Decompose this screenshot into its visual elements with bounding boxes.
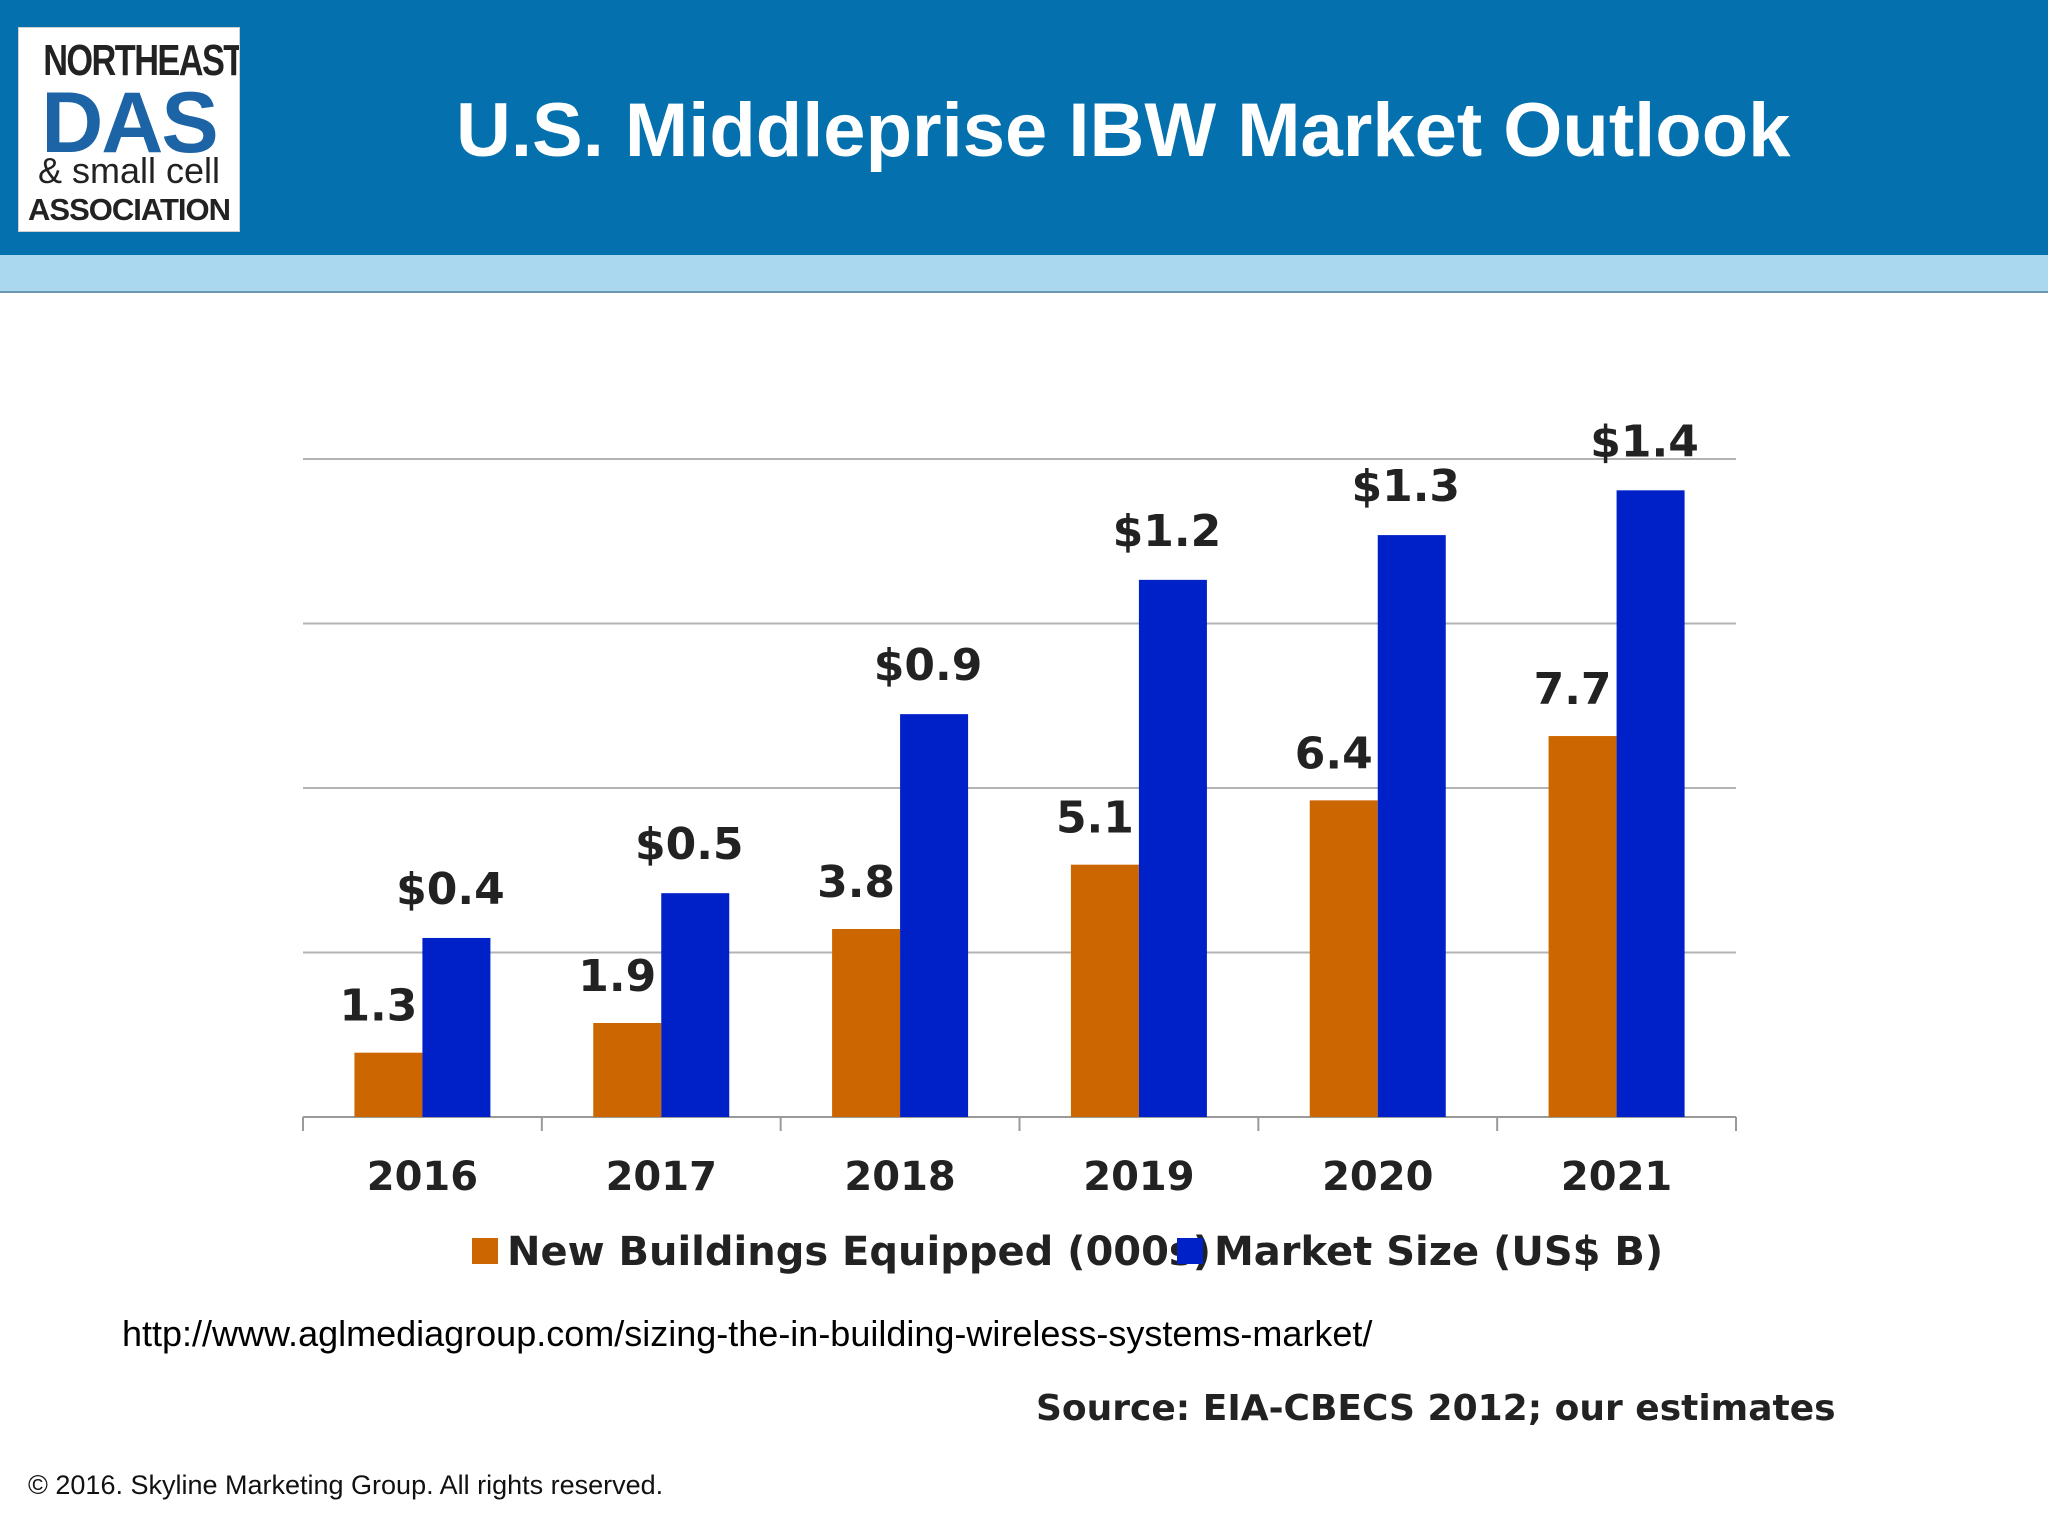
bar-new-buildings	[832, 929, 901, 1117]
x-tick-label: 2018	[844, 1154, 955, 1200]
data-label-market-size: $0.9	[874, 640, 983, 691]
x-tick-label: 2019	[1083, 1154, 1194, 1200]
logo-line-northeast: NORTHEAST	[43, 36, 240, 85]
x-tick-label: 2020	[1322, 1154, 1433, 1200]
bar-new-buildings	[1309, 800, 1378, 1117]
logo-line-das: DAS	[41, 75, 219, 171]
x-tick-label: 2017	[606, 1154, 717, 1200]
bar-market-size	[1138, 579, 1207, 1117]
logo-line-association: ASSOCIATION	[28, 192, 231, 227]
data-label-new-buildings: 1.3	[339, 981, 417, 1032]
data-label-new-buildings: 7.7	[1534, 664, 1612, 715]
header-band	[0, 0, 2048, 255]
data-label-market-size: $1.4	[1590, 416, 1699, 467]
copyright: © 2016. Skyline Marketing Group. All rig…	[28, 1470, 664, 1500]
legend-label-market-size: Market Size (US$ B)	[1214, 1229, 1663, 1275]
bar-new-buildings	[1548, 736, 1617, 1117]
data-label-market-size: $0.5	[635, 819, 744, 870]
bar-market-size	[422, 937, 491, 1117]
data-label-market-size: $1.2	[1113, 506, 1222, 557]
source-url: http://www.aglmediagroup.com/sizing-the-…	[122, 1313, 1373, 1354]
bar-market-size	[1616, 490, 1685, 1117]
data-label-new-buildings: 3.8	[817, 857, 895, 908]
logo-line-small-cell: & small cell	[37, 150, 221, 191]
bar-market-size	[1377, 535, 1446, 1117]
x-tick-label: 2016	[367, 1154, 478, 1200]
legend-swatch-new-buildings	[472, 1238, 498, 1264]
bar-market-size	[661, 893, 730, 1117]
bar-new-buildings	[593, 1023, 662, 1117]
association-logo: NORTHEAST DAS & small cell ASSOCIATION	[18, 27, 240, 232]
page-title: U.S. Middleprise IBW Market Outlook	[456, 88, 1791, 173]
data-label-market-size: $1.3	[1351, 461, 1460, 512]
x-tick-label: 2021	[1561, 1154, 1672, 1200]
data-label-market-size: $0.4	[396, 864, 505, 915]
source-note: Source: EIA-CBECS 2012; our estimates	[1036, 1388, 1836, 1429]
data-label-new-buildings: 1.9	[578, 951, 656, 1002]
legend-swatch-market-size	[1177, 1238, 1203, 1264]
bar-new-buildings	[1070, 864, 1139, 1117]
legend-label-new-buildings: New Buildings Equipped (000s)	[507, 1229, 1211, 1275]
data-label-new-buildings: 6.4	[1295, 728, 1373, 779]
data-label-new-buildings: 5.1	[1056, 793, 1134, 844]
bar-market-size	[900, 714, 969, 1117]
header-stripe	[0, 255, 2048, 293]
bar-new-buildings	[354, 1052, 423, 1117]
